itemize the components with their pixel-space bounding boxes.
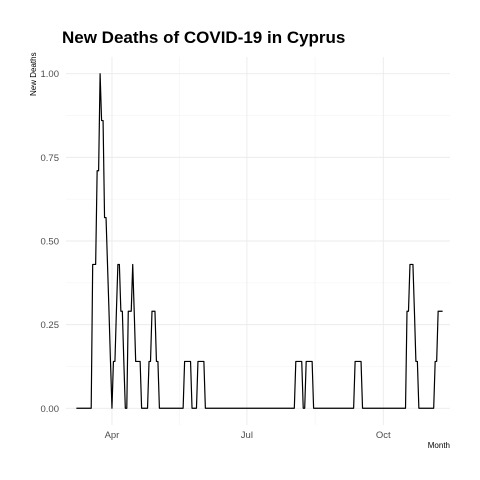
series-line-new-deaths [76, 73, 443, 409]
x-axis-tick-labels: Apr Jul Oct [105, 430, 391, 441]
y-tick-label: 1.00 [41, 69, 60, 80]
x-tick-label: Oct [376, 430, 391, 441]
y-tick-label: 0.75 [41, 153, 60, 164]
x-tick-label: Jul [241, 430, 253, 441]
chart-title: New Deaths of COVID-19 in Cyprus [62, 28, 345, 47]
y-tick-label: 0.25 [41, 320, 60, 331]
x-tick-label: Apr [105, 430, 120, 441]
y-axis-tick-labels: 0.00 0.25 0.50 0.75 1.00 [41, 69, 60, 415]
major-grid [66, 57, 450, 425]
y-tick-label: 0.00 [41, 404, 60, 415]
y-tick-label: 0.50 [41, 237, 60, 248]
y-axis-title: New Deaths [29, 52, 38, 96]
x-axis-title: Month [428, 441, 450, 450]
